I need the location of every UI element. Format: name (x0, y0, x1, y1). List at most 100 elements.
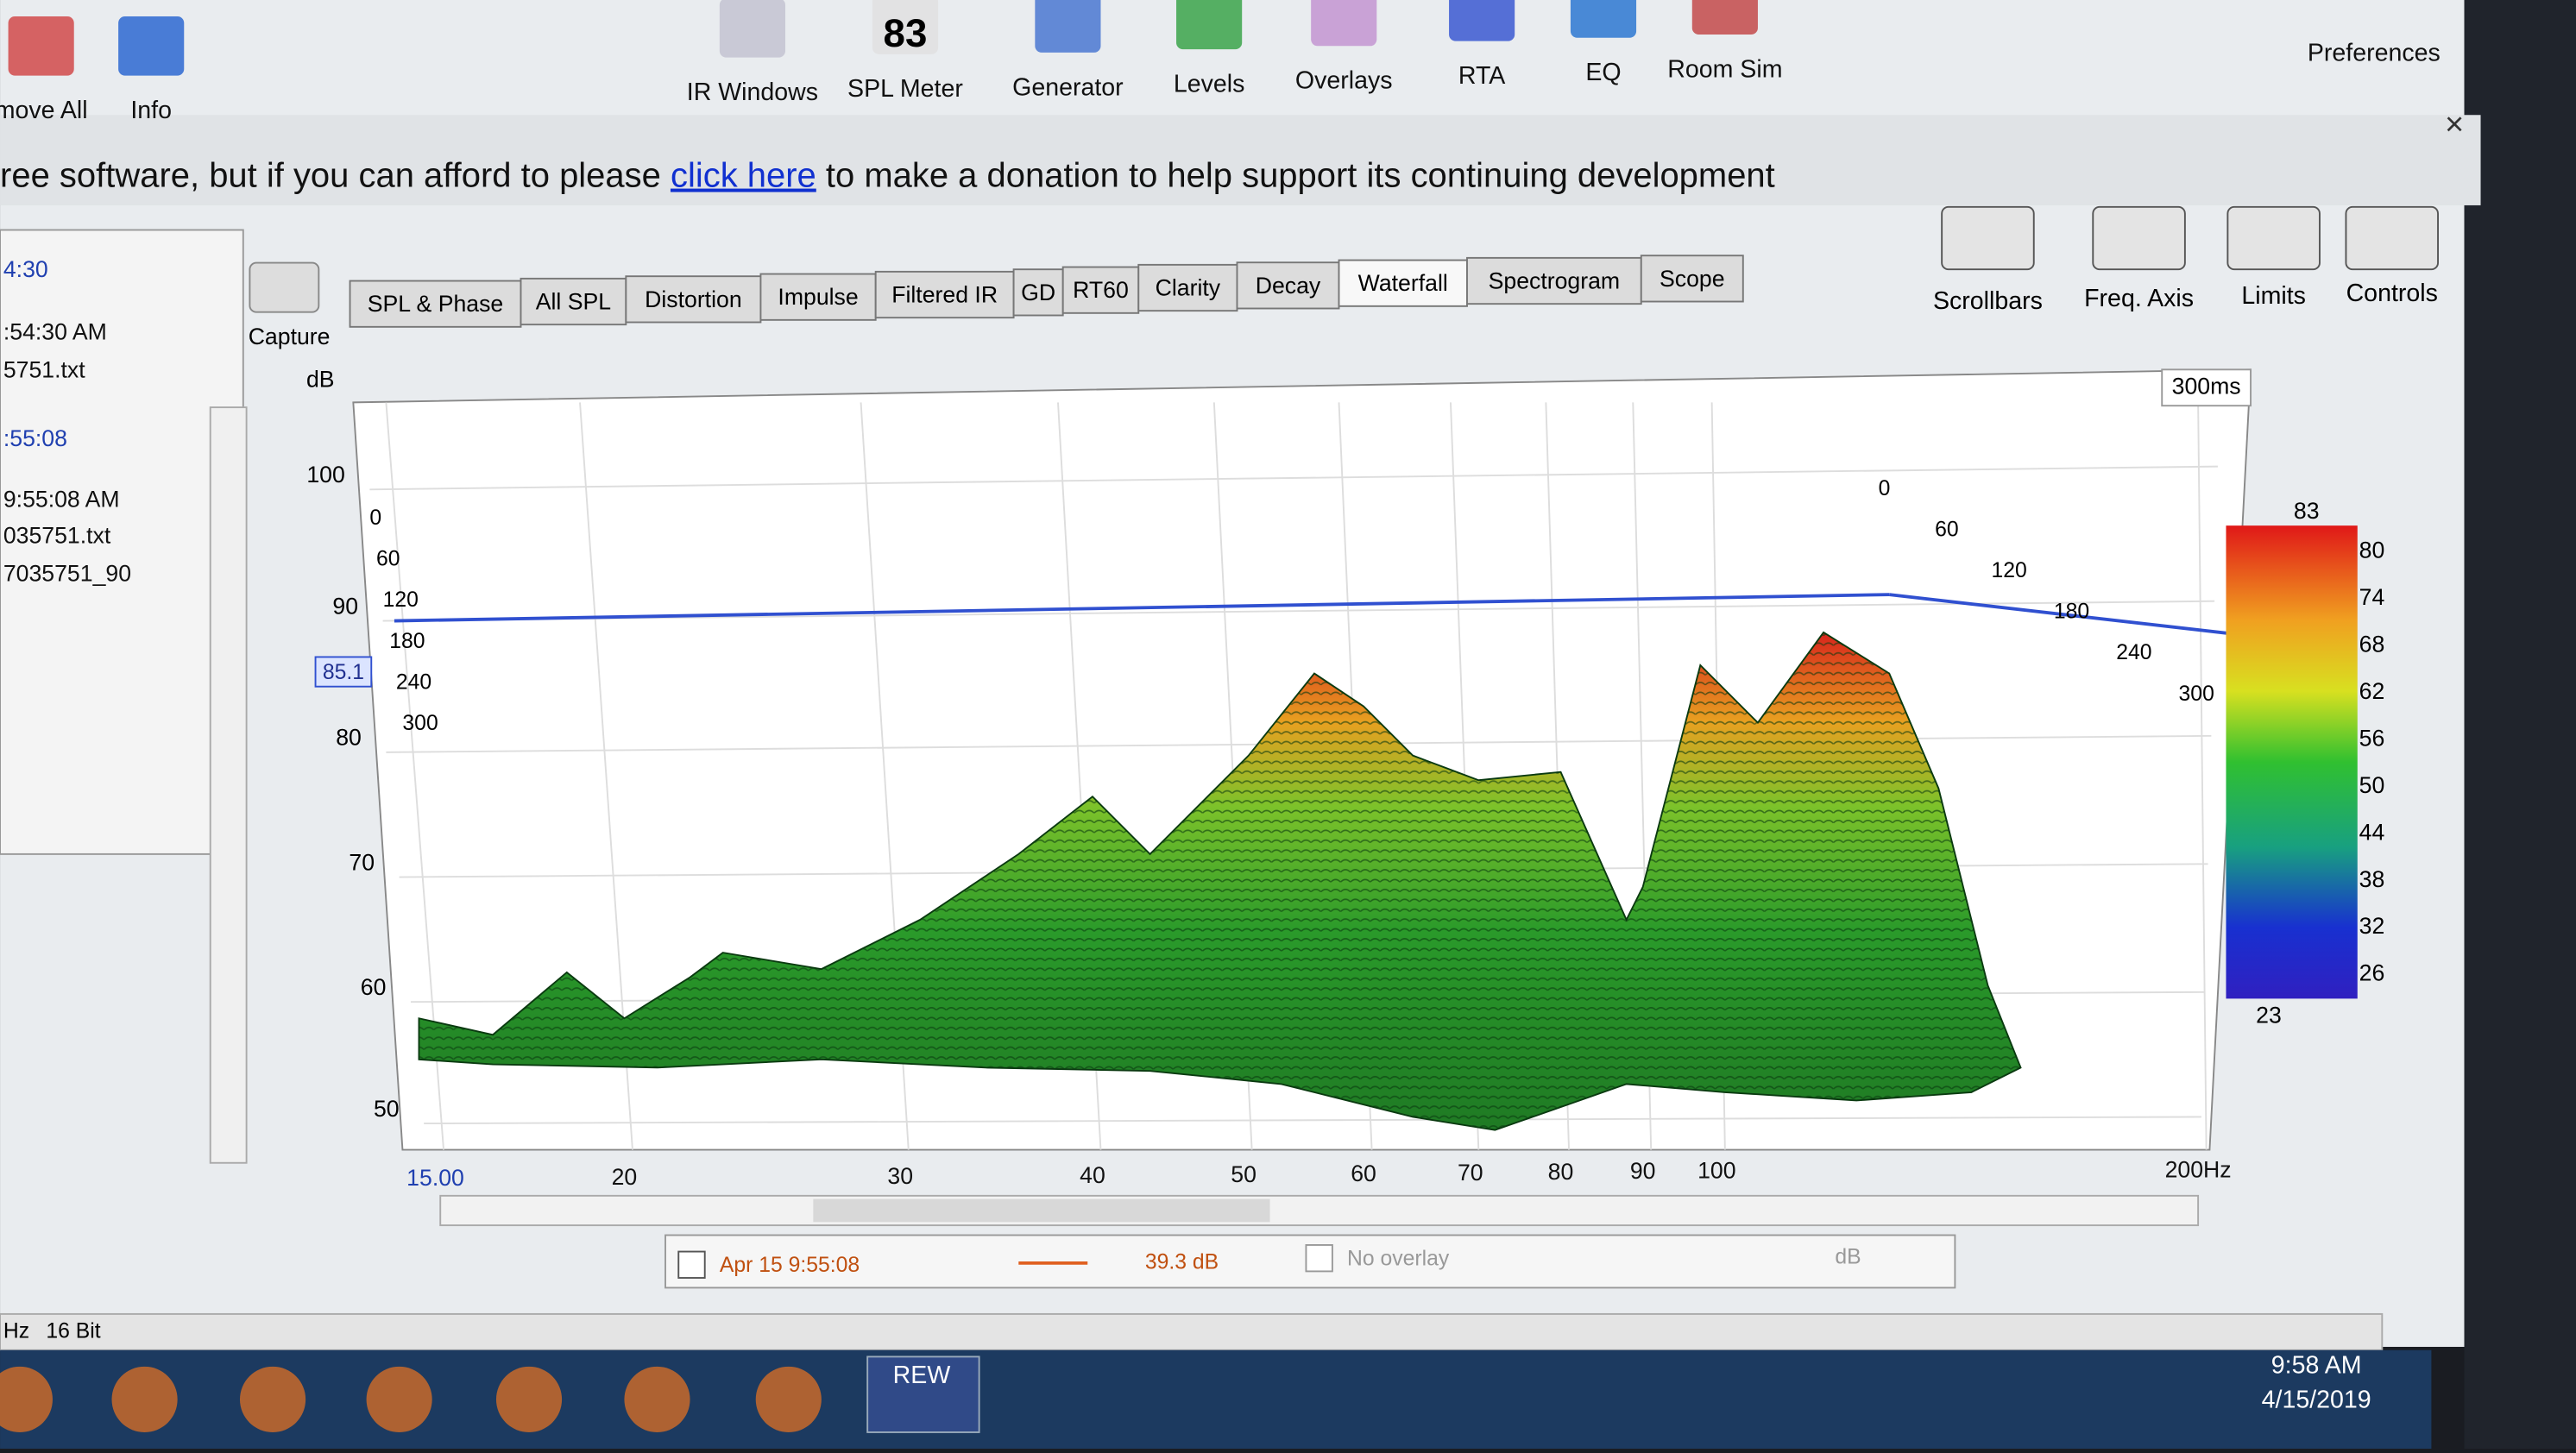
toolbar-label[interactable]: SPL Meter (847, 75, 963, 103)
tool-icon[interactable] (2226, 205, 2321, 271)
measurement-entry[interactable]: :54:30 AM (3, 318, 107, 344)
toolbar-label[interactable]: IR Windows (687, 79, 818, 106)
taskbar-rew[interactable] (866, 1356, 980, 1433)
colorbar-label: 23 (2256, 1002, 2282, 1028)
tool-icon[interactable] (2345, 205, 2439, 271)
toolbar-label[interactable]: move All (0, 97, 88, 124)
x-tick-label: 80 (1548, 1159, 1574, 1185)
tool-label[interactable]: Controls (2346, 280, 2438, 307)
colorbar-label: 68 (2359, 632, 2385, 657)
grid-line (382, 600, 2215, 622)
taskbar-app[interactable]: REW (893, 1362, 951, 1389)
x-tick-label: 60 (1351, 1161, 1376, 1186)
taskbar-icon[interactable] (0, 1366, 53, 1432)
clock-date: 4/15/2019 (2262, 1386, 2371, 1413)
time-tick-right: 300 (2179, 682, 2214, 706)
toolbar-label[interactable]: Info (130, 97, 172, 124)
toolbar-icon[interactable] (1449, 0, 1515, 41)
toolbar-label[interactable]: Levels (1174, 71, 1245, 98)
tab[interactable] (874, 270, 1015, 319)
taskbar-icon[interactable] (239, 1366, 306, 1432)
toolbar-label[interactable]: Generator (1012, 73, 1124, 101)
status: Hz 16 Bit (3, 1319, 101, 1343)
tab[interactable] (1466, 256, 1642, 305)
tool-icon[interactable] (2092, 205, 2186, 271)
taskbar-icon[interactable] (755, 1366, 822, 1432)
legend-overlay: No overlay (1347, 1248, 1450, 1271)
time-tick-left: 240 (396, 670, 431, 694)
toolbar-icon[interactable] (1035, 0, 1101, 53)
y-axis-label: dB (306, 367, 335, 393)
h-scroll-thumb[interactable] (813, 1198, 1270, 1223)
toolbar-icon[interactable] (1691, 0, 1758, 35)
measurement-entry[interactable]: 7035751_90 (3, 560, 131, 586)
tab-label[interactable]: Impulse (778, 284, 858, 310)
banner-bg (0, 115, 2481, 205)
tab-label[interactable]: Distortion (645, 286, 742, 312)
grid-line (369, 465, 2218, 491)
tab-label[interactable]: Waterfall (1358, 270, 1448, 296)
colorbar-label: 44 (2359, 819, 2385, 845)
toolbar-label[interactable]: Preferences (2308, 39, 2441, 66)
tab-label[interactable]: SPL & Phase (368, 291, 503, 317)
colorbar-label: 83 (2294, 498, 2320, 524)
overlay-check[interactable] (1305, 1243, 1333, 1273)
tab[interactable] (625, 275, 762, 324)
toolbar-icon[interactable] (1570, 0, 1637, 38)
tool-label[interactable]: Limits (2241, 282, 2306, 310)
toolbar-label[interactable]: Overlays (1295, 67, 1393, 95)
tab-label[interactable]: GD (1021, 280, 1055, 305)
toolbar-label[interactable]: Room Sim (1667, 55, 1782, 83)
h-scrollbar[interactable] (439, 1194, 2200, 1227)
capture-label[interactable]: Capture (249, 324, 331, 349)
toolbar-label[interactable]: RTA (1458, 62, 1505, 90)
tool-label[interactable]: Scrollbars (1933, 287, 2043, 315)
toolbar-icon[interactable] (1311, 0, 1377, 47)
tool-label[interactable]: Freq. Axis (2084, 285, 2194, 312)
taskbar-icon[interactable] (624, 1366, 690, 1432)
tab-label[interactable]: Decay (1256, 273, 1321, 299)
tab[interactable] (1137, 263, 1238, 312)
toolbar-icon[interactable] (8, 16, 74, 76)
toolbar-icon[interactable] (719, 0, 785, 58)
legend-unit: dB (1835, 1246, 1861, 1269)
legend-check[interactable] (677, 1250, 706, 1279)
clock-time: 9:58 AM (2271, 1351, 2362, 1379)
toolbar-icon[interactable] (872, 0, 939, 54)
toolbar-label[interactable]: EQ (1585, 59, 1621, 86)
tab[interactable] (1338, 259, 1468, 307)
left-entries: 4:30 :54:30 AM 5751.txt :55:08 9:55:08 AM 035… (3, 256, 131, 586)
measurement-entry[interactable]: 5751.txt (3, 356, 85, 382)
banner-close[interactable]: × (2445, 107, 2464, 143)
scrollbar[interactable] (209, 406, 248, 1164)
cursor-box (314, 656, 373, 688)
taskbar-icon[interactable] (111, 1366, 178, 1432)
time-label-box (2161, 368, 2252, 407)
y-tick-label: 70 (349, 849, 375, 875)
tab-label[interactable]: Spectrogram (1489, 267, 1621, 293)
measurement-entry[interactable]: 9:55:08 AM (3, 487, 120, 513)
y-tick-label: 90 (332, 593, 358, 619)
status-item: 16 Bit (46, 1319, 100, 1343)
taskbar-icon[interactable] (495, 1366, 563, 1432)
toolbar-icon[interactable] (118, 16, 185, 76)
tool-icon[interactable] (1941, 205, 2035, 271)
tab-label[interactable]: Clarity (1156, 274, 1221, 300)
tab-label[interactable]: RT60 (1073, 277, 1129, 303)
spl-meter-value: 83 (884, 11, 928, 55)
donate-link[interactable]: click here (671, 156, 816, 194)
measurement-entry[interactable]: 4:30 (3, 256, 48, 282)
tab[interactable] (1012, 268, 1064, 317)
measurement-entry[interactable]: 035751.txt (3, 523, 111, 549)
grid-line (424, 1116, 2201, 1125)
tab[interactable] (1640, 255, 1744, 303)
toolbar-icon[interactable] (1176, 0, 1243, 50)
capture-icon[interactable] (249, 261, 320, 313)
measurement-entry[interactable]: :55:08 (3, 425, 67, 451)
x-tick-label: 90 (1630, 1158, 1656, 1184)
tab-label[interactable]: Filtered IR (891, 281, 998, 307)
taskbar-icon[interactable] (366, 1366, 432, 1432)
tab-label[interactable]: Scope (1660, 266, 1725, 292)
left-panel (0, 229, 244, 855)
tab-label[interactable]: All SPL (536, 288, 611, 314)
